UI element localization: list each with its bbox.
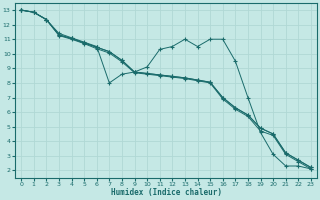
X-axis label: Humidex (Indice chaleur): Humidex (Indice chaleur) — [110, 188, 221, 197]
